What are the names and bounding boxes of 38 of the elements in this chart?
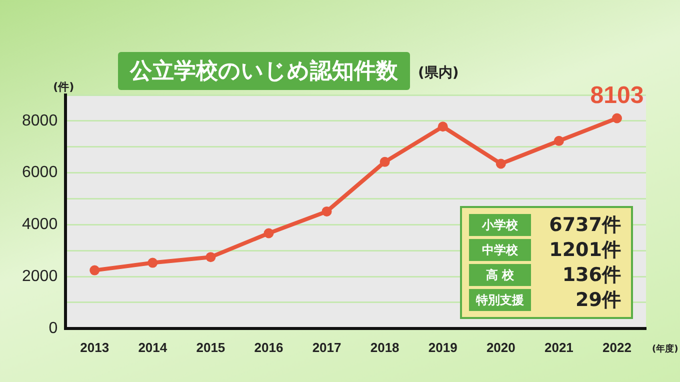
y-tick-label: 4000 bbox=[22, 216, 58, 234]
point bbox=[438, 122, 448, 132]
data-label: 8103 bbox=[590, 82, 644, 109]
annotation: 136件 bbox=[561, 264, 622, 286]
x-tick-label: 2018 bbox=[370, 340, 400, 355]
x-tick-label: 2022 bbox=[602, 340, 632, 355]
y-tick-label: 8000 bbox=[22, 112, 58, 130]
y-tick-label: 0 bbox=[48, 320, 58, 337]
x-tick-label: 2015 bbox=[196, 340, 226, 355]
x-tick-label: 2017 bbox=[312, 340, 342, 355]
x-tick-label: 2014 bbox=[138, 340, 168, 355]
point bbox=[148, 258, 158, 268]
annotation: 6737件 bbox=[548, 214, 622, 236]
point bbox=[554, 136, 564, 146]
text: (県内) bbox=[418, 64, 459, 82]
point bbox=[380, 156, 390, 167]
annotation: 特別支援 bbox=[469, 289, 531, 311]
y-axis-title: (件) bbox=[53, 80, 74, 94]
annotation: 中学校 bbox=[469, 239, 531, 261]
annotation: 小学校 bbox=[469, 214, 531, 236]
x-tick-label: 2020 bbox=[486, 340, 516, 355]
point bbox=[322, 206, 332, 216]
x-tick-label: 2013 bbox=[80, 340, 110, 355]
y-tick-label: 6000 bbox=[22, 164, 58, 182]
x-tick-label: 2016 bbox=[254, 340, 284, 355]
point bbox=[206, 252, 216, 262]
x-tick-label: 2021 bbox=[544, 340, 574, 355]
y-tick-label: 2000 bbox=[22, 268, 58, 285]
x-axis-title: (年度) bbox=[652, 344, 678, 355]
point bbox=[264, 228, 274, 238]
x-tick-label: 2019 bbox=[428, 340, 458, 355]
point bbox=[496, 158, 506, 169]
annotation: 高 校 bbox=[469, 264, 531, 286]
chart-title: 公立学校のいじめ認知件数 bbox=[118, 52, 410, 90]
point bbox=[612, 113, 622, 124]
annotation: 29件 bbox=[574, 289, 622, 311]
annotation: 1201件 bbox=[548, 239, 622, 261]
point bbox=[90, 265, 100, 276]
